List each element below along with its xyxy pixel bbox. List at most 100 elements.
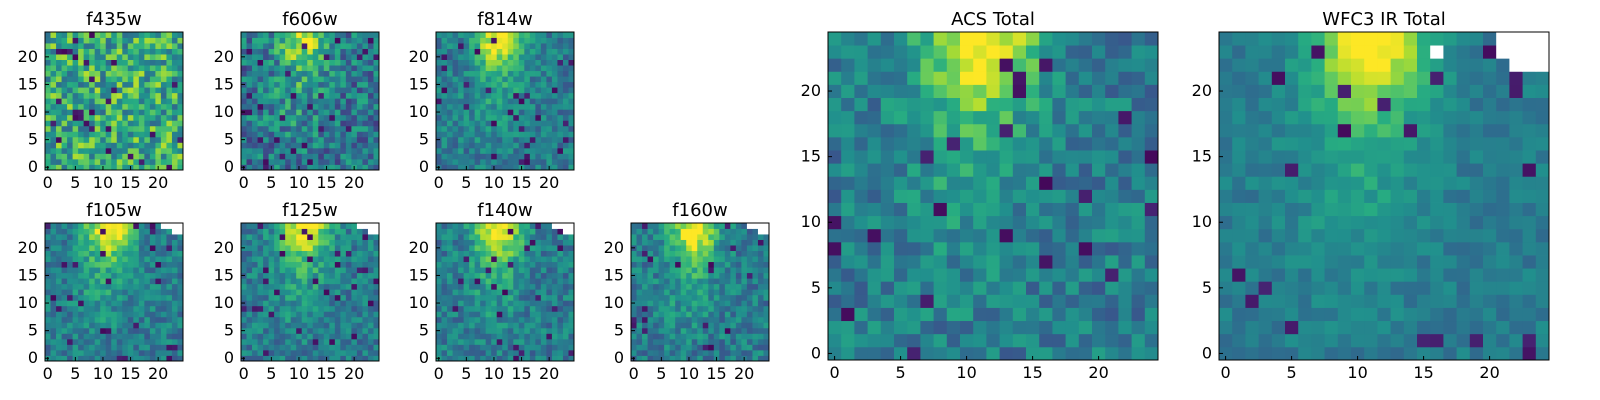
heatmap-cell [290, 158, 297, 165]
heatmap-cell [312, 65, 319, 72]
heatmap-cell [246, 278, 253, 285]
heatmap-cell [100, 87, 107, 94]
heatmap-cell [50, 114, 57, 121]
heatmap-cell [960, 255, 974, 269]
x-tick-label: 0 [239, 364, 249, 383]
heatmap-cell [285, 294, 292, 301]
heatmap-cell [144, 131, 151, 138]
heatmap-cell [524, 32, 531, 38]
heatmap-cell [138, 278, 145, 285]
heatmap-cell [1065, 189, 1080, 203]
heatmap-cell [1065, 281, 1080, 295]
heatmap-cell [463, 283, 470, 290]
heatmap-cell [351, 87, 358, 94]
heatmap-cell [149, 267, 156, 274]
heatmap-cell [155, 48, 162, 55]
heatmap-cell [144, 294, 151, 301]
heatmap-cell [116, 87, 123, 94]
heatmap-cell [642, 316, 648, 323]
heatmap-cell [241, 87, 247, 94]
heatmap-cell [285, 142, 292, 149]
heatmap-cell [529, 267, 536, 274]
heatmap-cell [763, 234, 770, 240]
heatmap-cell [296, 87, 303, 94]
heatmap-cell [491, 316, 498, 323]
heatmap-cell [507, 223, 514, 229]
heatmap-cell [568, 76, 575, 83]
heatmap-cell [480, 87, 487, 94]
heatmap-cell [362, 43, 369, 49]
heatmap-cell [329, 245, 336, 251]
heatmap-cell [529, 131, 536, 138]
heatmap-cell [642, 289, 648, 296]
heatmap-cell [252, 327, 258, 334]
heatmap-cell [257, 114, 264, 121]
heatmap-cell [642, 322, 648, 329]
heatmap-cell [241, 267, 247, 274]
heatmap-cell [562, 256, 569, 263]
heatmap-cell [841, 110, 855, 125]
heatmap-cell [458, 81, 464, 88]
heatmap-cell [469, 131, 476, 138]
heatmap-cell [441, 136, 448, 143]
heatmap-cell [463, 54, 470, 60]
heatmap-cell [356, 142, 363, 149]
heatmap-cell [56, 261, 62, 268]
heatmap-cell [362, 267, 369, 274]
heatmap-cell [1052, 123, 1066, 138]
heatmap-cell [323, 32, 330, 38]
heatmap-cell [323, 311, 330, 318]
heatmap-cell [1039, 307, 1053, 322]
heatmap-cell [252, 250, 258, 257]
heatmap-cell [160, 142, 167, 149]
heatmap-cell [562, 311, 569, 318]
heatmap-cell [72, 256, 79, 263]
heatmap-cell [491, 333, 498, 340]
heatmap-cell [973, 241, 987, 256]
heatmap-cell [268, 153, 275, 160]
heatmap-cell [351, 349, 358, 356]
heatmap-cell [1078, 241, 1093, 256]
heatmap-cell [568, 261, 575, 268]
heatmap-cell [746, 278, 753, 285]
heatmap-cell [301, 283, 308, 290]
heatmap-cell [529, 54, 536, 60]
heatmap-cell [94, 283, 101, 290]
heatmap-cell [356, 250, 363, 257]
heatmap-cell [507, 344, 514, 351]
heatmap-cell [697, 250, 704, 257]
x-tick-label: 0 [239, 173, 249, 192]
heatmap-cell [746, 283, 753, 290]
heatmap-cell [469, 87, 476, 94]
heatmap-cell [540, 158, 547, 165]
heatmap-cell [496, 349, 503, 356]
heatmap-cell [568, 48, 575, 55]
heatmap-cell [56, 355, 62, 362]
heatmap-cell [72, 43, 79, 49]
heatmap-cell [166, 37, 173, 44]
heatmap-cell [116, 316, 123, 323]
heatmap-cell [562, 142, 569, 149]
heatmap-cell [1052, 255, 1066, 269]
heatmap-cell [105, 87, 112, 94]
heatmap-cell [540, 131, 547, 138]
heatmap-cell [458, 70, 464, 77]
heatmap-cell [474, 142, 481, 149]
heatmap-cell [535, 125, 542, 132]
heatmap-cell [529, 305, 536, 312]
heatmap-cell [149, 147, 156, 154]
heatmap-cell [274, 223, 281, 229]
heatmap-cell [61, 272, 68, 279]
heatmap-cell [702, 289, 709, 296]
heatmap-cell [78, 245, 85, 251]
heatmap-cell [50, 305, 57, 312]
heatmap-cell [160, 272, 167, 279]
heatmap-cell [568, 283, 575, 290]
heatmap-cell [867, 255, 882, 269]
heatmap-cell [318, 283, 325, 290]
heatmap-cell [491, 114, 498, 121]
heatmap-cell [290, 65, 297, 72]
heatmap-cell [285, 76, 292, 83]
heatmap-cell [263, 234, 269, 240]
